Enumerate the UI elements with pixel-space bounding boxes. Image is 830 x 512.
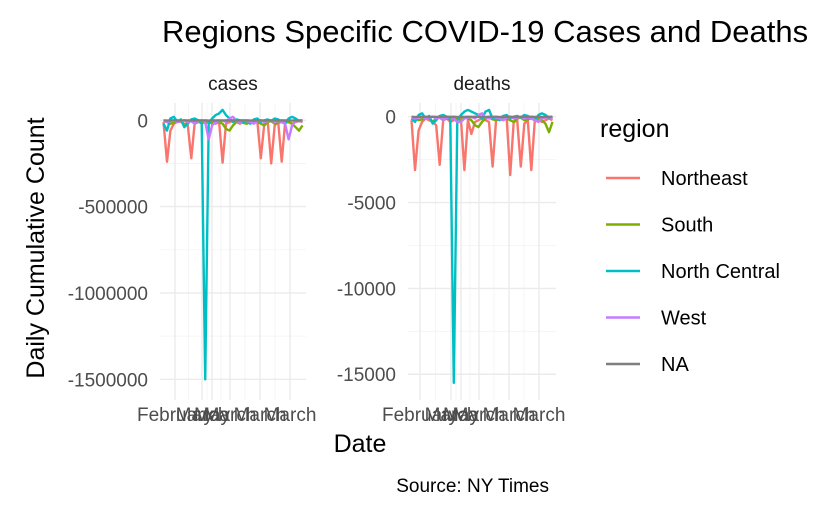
y-tick-label: -1500000: [68, 370, 148, 391]
legend-title: region: [600, 115, 670, 143]
y-tick-label: 0: [385, 108, 396, 129]
x-tick-label: March: [453, 405, 506, 426]
x-tick-label: March: [425, 405, 478, 426]
legend-label: South: [661, 215, 713, 237]
y-tick-label: -10000: [337, 279, 396, 300]
y-tick-label: -15000: [337, 365, 396, 386]
legend-label: NA: [661, 354, 689, 376]
x-tick-label: March: [483, 405, 536, 426]
y-tick-label: 0: [137, 111, 148, 132]
y-axis-title: Daily Cumulative Count: [22, 117, 50, 378]
panel-cases: 0-500000-1000000-1500000FebruaryMarchMay…: [68, 74, 317, 426]
y-tick-label: -5000: [347, 194, 396, 215]
x-tick-label: March: [234, 405, 287, 426]
x-tick-label: March: [176, 405, 229, 426]
facet-strip-label: deaths: [453, 74, 510, 95]
x-tick-label: March: [204, 405, 257, 426]
series-line-northeast: [410, 117, 554, 177]
legend: region Northeast South North Central West NA: [600, 115, 780, 376]
facet-strip-label: cases: [208, 74, 258, 95]
y-tick-label: -500000: [78, 198, 148, 219]
y-tick-label: -1000000: [68, 284, 148, 305]
chart-title: Regions Specific COVID-19 Cases and Deat…: [162, 14, 808, 49]
x-tick-label: May: [194, 405, 230, 426]
x-tick-label: March: [264, 405, 317, 426]
legend-label: West: [661, 308, 707, 330]
legend-label: Northeast: [661, 168, 748, 190]
x-tick-label: May: [443, 405, 479, 426]
x-tick-label: February: [382, 405, 459, 426]
caption: Source: NY Times: [396, 476, 549, 497]
x-tick-label: February: [137, 405, 214, 426]
x-axis-title: Date: [334, 430, 387, 458]
x-tick-label: March: [513, 405, 566, 426]
legend-label: North Central: [661, 261, 780, 283]
series-line-north-central: [410, 108, 553, 384]
panel-deaths: 0-5000-10000-15000FebruaryMarchMayMarchM…: [337, 74, 566, 426]
